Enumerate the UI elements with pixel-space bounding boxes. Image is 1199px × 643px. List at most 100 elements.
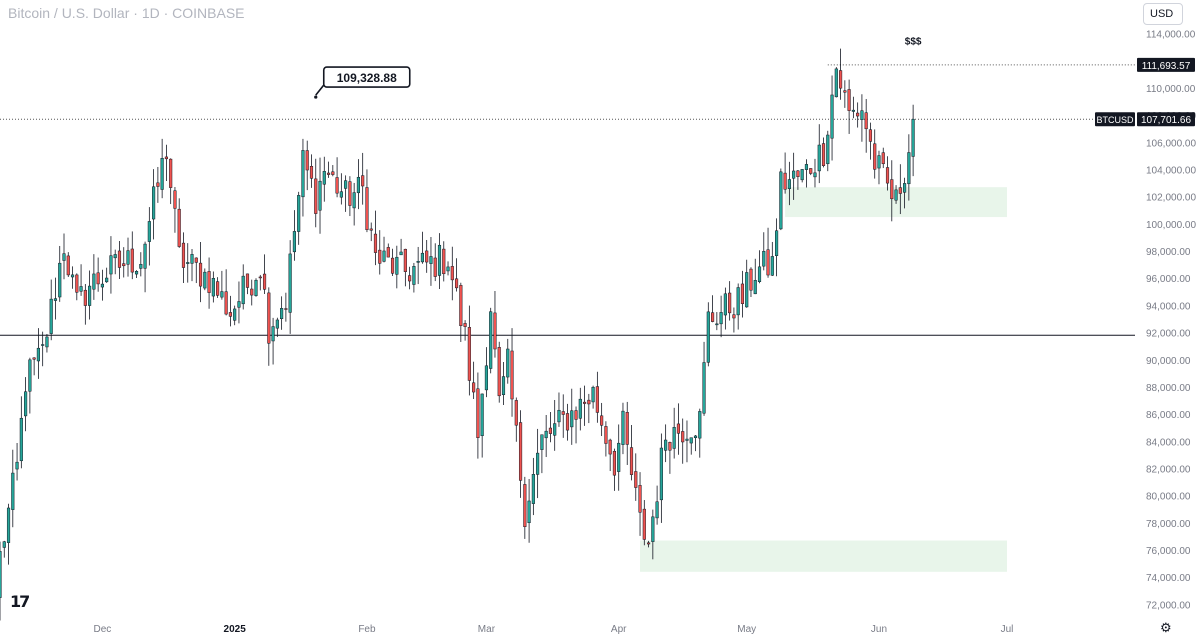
y-tick-label: 76,000.00	[1146, 546, 1191, 557]
callout-anchor	[314, 95, 318, 99]
candle-body	[881, 152, 885, 165]
candle-body	[254, 279, 258, 296]
candle-body	[672, 427, 676, 449]
candle-body	[578, 398, 582, 419]
candle-body	[868, 129, 873, 142]
candle-body	[766, 249, 770, 276]
current-price-label: 107,701.66	[1141, 115, 1191, 126]
candle-body	[228, 312, 232, 317]
candle-body	[753, 280, 757, 295]
candle-body	[53, 298, 58, 301]
candle-body	[693, 435, 698, 439]
tradingview-logo-icon: 17	[10, 592, 30, 611]
candle-body	[292, 231, 296, 253]
candle-body	[130, 248, 134, 273]
candle-body	[775, 230, 779, 256]
candle-body	[711, 312, 715, 322]
candle-body	[804, 164, 809, 170]
candle-body	[706, 311, 710, 363]
x-tick-label: Dec	[94, 624, 112, 635]
candle-body	[75, 274, 79, 293]
candle-body	[408, 275, 412, 282]
callout-box[interactable]	[322, 66, 411, 88]
candle-body	[489, 311, 493, 369]
candle-body	[702, 362, 706, 414]
candle-body	[245, 273, 250, 288]
candle-body	[344, 180, 348, 189]
candle-body	[757, 266, 762, 282]
candle-body	[416, 260, 420, 263]
candle-body	[237, 301, 241, 308]
candle-body	[339, 191, 343, 198]
candle-body	[463, 323, 467, 327]
candle-body	[587, 399, 591, 405]
y-tick-label: 74,000.00	[1146, 573, 1191, 584]
candle-body	[399, 251, 403, 256]
y-tick-label: 98,000.00	[1146, 247, 1191, 258]
candle-body	[646, 542, 651, 545]
y-tick-label: 82,000.00	[1146, 465, 1191, 476]
candle-body	[36, 347, 40, 362]
candle-body	[796, 170, 800, 177]
candle-body	[66, 255, 70, 276]
candle-body	[809, 168, 813, 174]
high-price-tag	[1137, 57, 1195, 72]
x-tick-label: May	[737, 624, 756, 635]
candle-body	[565, 413, 570, 431]
candle-body	[531, 474, 535, 504]
candle-body	[817, 144, 821, 172]
candle-body	[604, 426, 608, 444]
candle-body	[6, 507, 11, 543]
candle-body	[600, 415, 604, 426]
candle-body	[233, 308, 237, 321]
y-tick-label: 92,000.00	[1146, 329, 1191, 340]
candle-body	[262, 273, 267, 290]
candle-body	[629, 447, 634, 475]
candle-body	[903, 183, 907, 193]
candle-body	[309, 166, 314, 179]
y-tick-label: 88,000.00	[1146, 383, 1191, 394]
candle-body	[642, 508, 646, 540]
candle-body	[147, 221, 151, 242]
candle-body	[390, 257, 395, 274]
y-tick-label: 114,000.00	[1146, 30, 1196, 41]
candle-body	[497, 347, 501, 397]
candle-body	[335, 177, 339, 194]
candle-body	[365, 187, 369, 230]
candle-body	[689, 437, 693, 444]
candle-body	[745, 272, 749, 308]
candle-body	[540, 434, 544, 450]
candle-body	[548, 427, 553, 434]
gear-icon[interactable]: ⚙	[1160, 620, 1172, 635]
candle-body	[92, 273, 96, 290]
candle-body	[523, 484, 527, 527]
candle-body	[685, 438, 689, 441]
y-tick-label: 96,000.00	[1146, 274, 1191, 285]
candle-body	[49, 298, 53, 334]
candle-body	[770, 256, 774, 276]
candle-body	[864, 112, 868, 130]
candle-body	[762, 251, 766, 267]
candle-body	[676, 423, 681, 434]
candle-body	[348, 181, 352, 206]
y-tick-label: 78,000.00	[1146, 519, 1191, 530]
candle-body	[749, 268, 753, 291]
candle-body	[617, 442, 621, 472]
candle-body	[723, 293, 727, 316]
candle-body	[207, 271, 211, 293]
candle-body	[830, 94, 834, 139]
candle-body	[224, 291, 228, 315]
candle-body	[467, 327, 471, 381]
currency-selector[interactable]: USD	[1143, 3, 1183, 25]
x-tick-label: Apr	[611, 624, 627, 635]
candle-body	[659, 447, 663, 501]
x-tick-label: Feb	[358, 624, 376, 635]
candle-body	[331, 171, 335, 175]
candle-body	[476, 388, 480, 438]
candle-body	[582, 401, 587, 404]
candle-body	[877, 155, 881, 169]
candle-body	[28, 359, 32, 392]
candle-body	[241, 275, 245, 305]
